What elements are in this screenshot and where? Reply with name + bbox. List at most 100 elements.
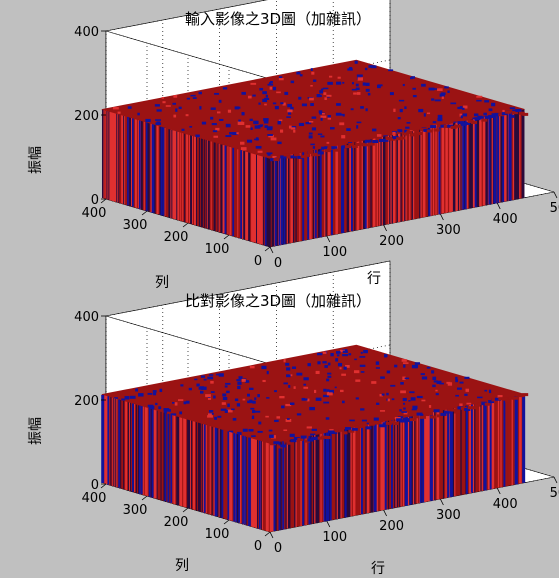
surface-edge <box>440 412 447 416</box>
surface-noise <box>439 93 445 97</box>
surface-noise <box>281 405 285 409</box>
surface-noise <box>258 421 262 425</box>
surface-noise <box>282 102 286 106</box>
surface-noise <box>145 118 151 123</box>
surface-noise <box>327 81 333 85</box>
surface-noise <box>336 351 341 354</box>
surface-noise <box>360 351 363 354</box>
surface-noise <box>222 87 228 90</box>
surface-noise <box>124 396 130 400</box>
surface-noise <box>240 147 247 151</box>
surface-noise <box>317 133 323 135</box>
surface-noise <box>148 405 155 410</box>
surface-noise <box>336 103 341 106</box>
x-tick-label: 500 <box>550 201 559 216</box>
surface-noise <box>222 396 228 401</box>
surface-noise <box>238 119 241 122</box>
surface-noise <box>254 397 257 400</box>
surface-edge <box>460 406 467 410</box>
surface-noise <box>402 397 407 402</box>
surface-noise <box>401 359 407 362</box>
surface-noise <box>356 92 361 95</box>
surface-noise <box>342 81 345 84</box>
surface-noise <box>457 106 462 110</box>
surface-noise <box>431 370 435 374</box>
surface-noise <box>288 125 292 129</box>
surface-edge <box>433 409 440 413</box>
z-tick-label: 200 <box>74 109 99 124</box>
surface-edge <box>379 138 386 142</box>
surface-noise <box>432 376 437 381</box>
surface-noise <box>418 108 424 113</box>
surface-noise <box>365 82 370 87</box>
surface-noise <box>296 372 303 376</box>
surface-noise <box>432 384 436 388</box>
surface-noise <box>318 110 323 114</box>
surface-noise <box>224 385 228 388</box>
y-tick <box>264 531 271 537</box>
surface-noise <box>280 129 284 133</box>
surface-noise <box>397 117 401 120</box>
surface-noise <box>488 108 493 112</box>
surface-noise <box>400 382 404 385</box>
surface-noise <box>404 106 407 110</box>
surface-noise <box>319 90 324 94</box>
surface-noise <box>298 96 302 100</box>
surface-edge <box>474 117 481 121</box>
surface-noise <box>392 131 396 135</box>
z-tick-label: 0 <box>91 478 99 493</box>
surface-noise <box>327 362 331 366</box>
surface-edge <box>273 158 280 162</box>
surface-noise <box>476 99 482 102</box>
surface-noise <box>236 132 239 135</box>
surface-noise <box>409 391 415 394</box>
z-tick-label: 400 <box>74 310 99 325</box>
surface-noise <box>351 88 358 91</box>
y-tick <box>141 495 148 501</box>
surface-edge <box>385 137 392 141</box>
surface-noise <box>354 60 358 64</box>
surface-noise <box>368 65 373 68</box>
x-tick-label: 100 <box>322 245 347 260</box>
surface-noise <box>311 127 317 131</box>
surface-noise <box>342 113 345 117</box>
surface-noise <box>421 83 426 87</box>
surface-noise <box>363 349 368 354</box>
surface-edge <box>498 397 505 401</box>
surface-edge <box>331 430 338 434</box>
surface-edge <box>457 121 464 125</box>
x-tick <box>553 476 558 484</box>
surface-noise <box>337 362 343 367</box>
surface-noise <box>201 121 207 125</box>
y-tick <box>223 234 230 240</box>
surface-noise <box>310 68 313 71</box>
surface-noise <box>463 105 468 109</box>
surface-noise <box>306 426 312 429</box>
surface-noise <box>473 113 479 117</box>
surface-edge <box>508 396 515 400</box>
surface-noise <box>377 84 383 87</box>
surface-noise <box>242 398 246 401</box>
surface-noise <box>289 402 295 405</box>
surface-edge <box>440 124 447 128</box>
x-tick <box>383 224 387 232</box>
surface-edge <box>501 397 508 401</box>
surface-edge <box>416 412 423 416</box>
surface-noise <box>351 82 355 85</box>
surface-noise <box>129 395 136 399</box>
surface-noise <box>340 349 345 353</box>
surface-edge <box>518 394 525 398</box>
surface-edge <box>447 124 454 128</box>
surface-noise <box>341 373 346 376</box>
surface-edge <box>409 133 416 137</box>
surface-noise <box>215 127 220 131</box>
surface-noise <box>411 364 418 369</box>
surface-noise <box>313 389 317 394</box>
surface-noise <box>280 102 284 105</box>
surface-noise <box>341 135 346 139</box>
surface-edge <box>430 415 437 419</box>
surface-noise <box>360 106 364 109</box>
surface-noise <box>303 386 309 389</box>
surface-noise <box>162 101 166 104</box>
surface-noise <box>380 376 385 379</box>
